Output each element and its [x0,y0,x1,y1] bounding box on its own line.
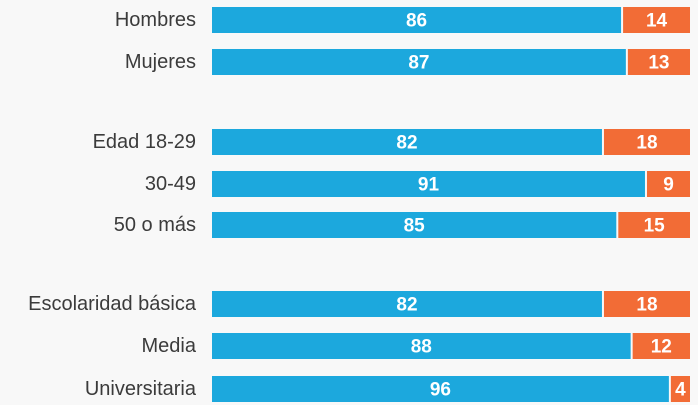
category-label: Universitaria [85,378,197,400]
category-label: 50 o más [114,214,196,236]
data-label: 88 [411,337,432,358]
data-label: 91 [418,175,440,196]
bar-segment-primary [212,129,602,155]
bar-segment-secondary [618,212,690,238]
data-label: 4 [675,380,686,401]
bar-segment-secondary [603,129,690,155]
bar-segment-secondary [623,7,690,33]
data-label: 82 [396,133,417,154]
bar-segment-secondary [632,333,690,359]
bar-segment-primary [212,7,622,33]
data-label: 13 [648,53,669,74]
category-label: Hombres [115,9,196,31]
data-label: 12 [651,337,672,358]
bar-segment-primary [212,49,626,75]
bar-segment-primary [212,333,631,359]
data-label: 85 [404,216,426,237]
data-label: 14 [646,11,668,32]
bar-segment-secondary [603,291,690,317]
bar-segment-secondary [670,376,690,402]
data-label: 86 [406,11,427,32]
category-label: 30-49 [145,173,196,195]
category-label: Edad 18-29 [93,131,196,153]
bar-segment-primary [212,171,645,197]
data-label: 15 [644,216,666,237]
data-label: 96 [430,380,451,401]
category-label: Media [142,335,197,357]
data-label: 87 [408,53,429,74]
bar-segment-secondary [627,49,690,75]
bar-segment-primary [212,376,669,402]
data-label: 18 [636,295,657,316]
bar-segment-secondary [646,171,690,197]
data-label: 9 [663,175,674,196]
bar-segment-primary [212,212,617,238]
category-label: Escolaridad básica [28,293,197,315]
bar-segment-primary [212,291,602,317]
data-label: 82 [396,295,417,316]
data-label: 18 [636,133,657,154]
category-label: Mujeres [125,51,196,73]
